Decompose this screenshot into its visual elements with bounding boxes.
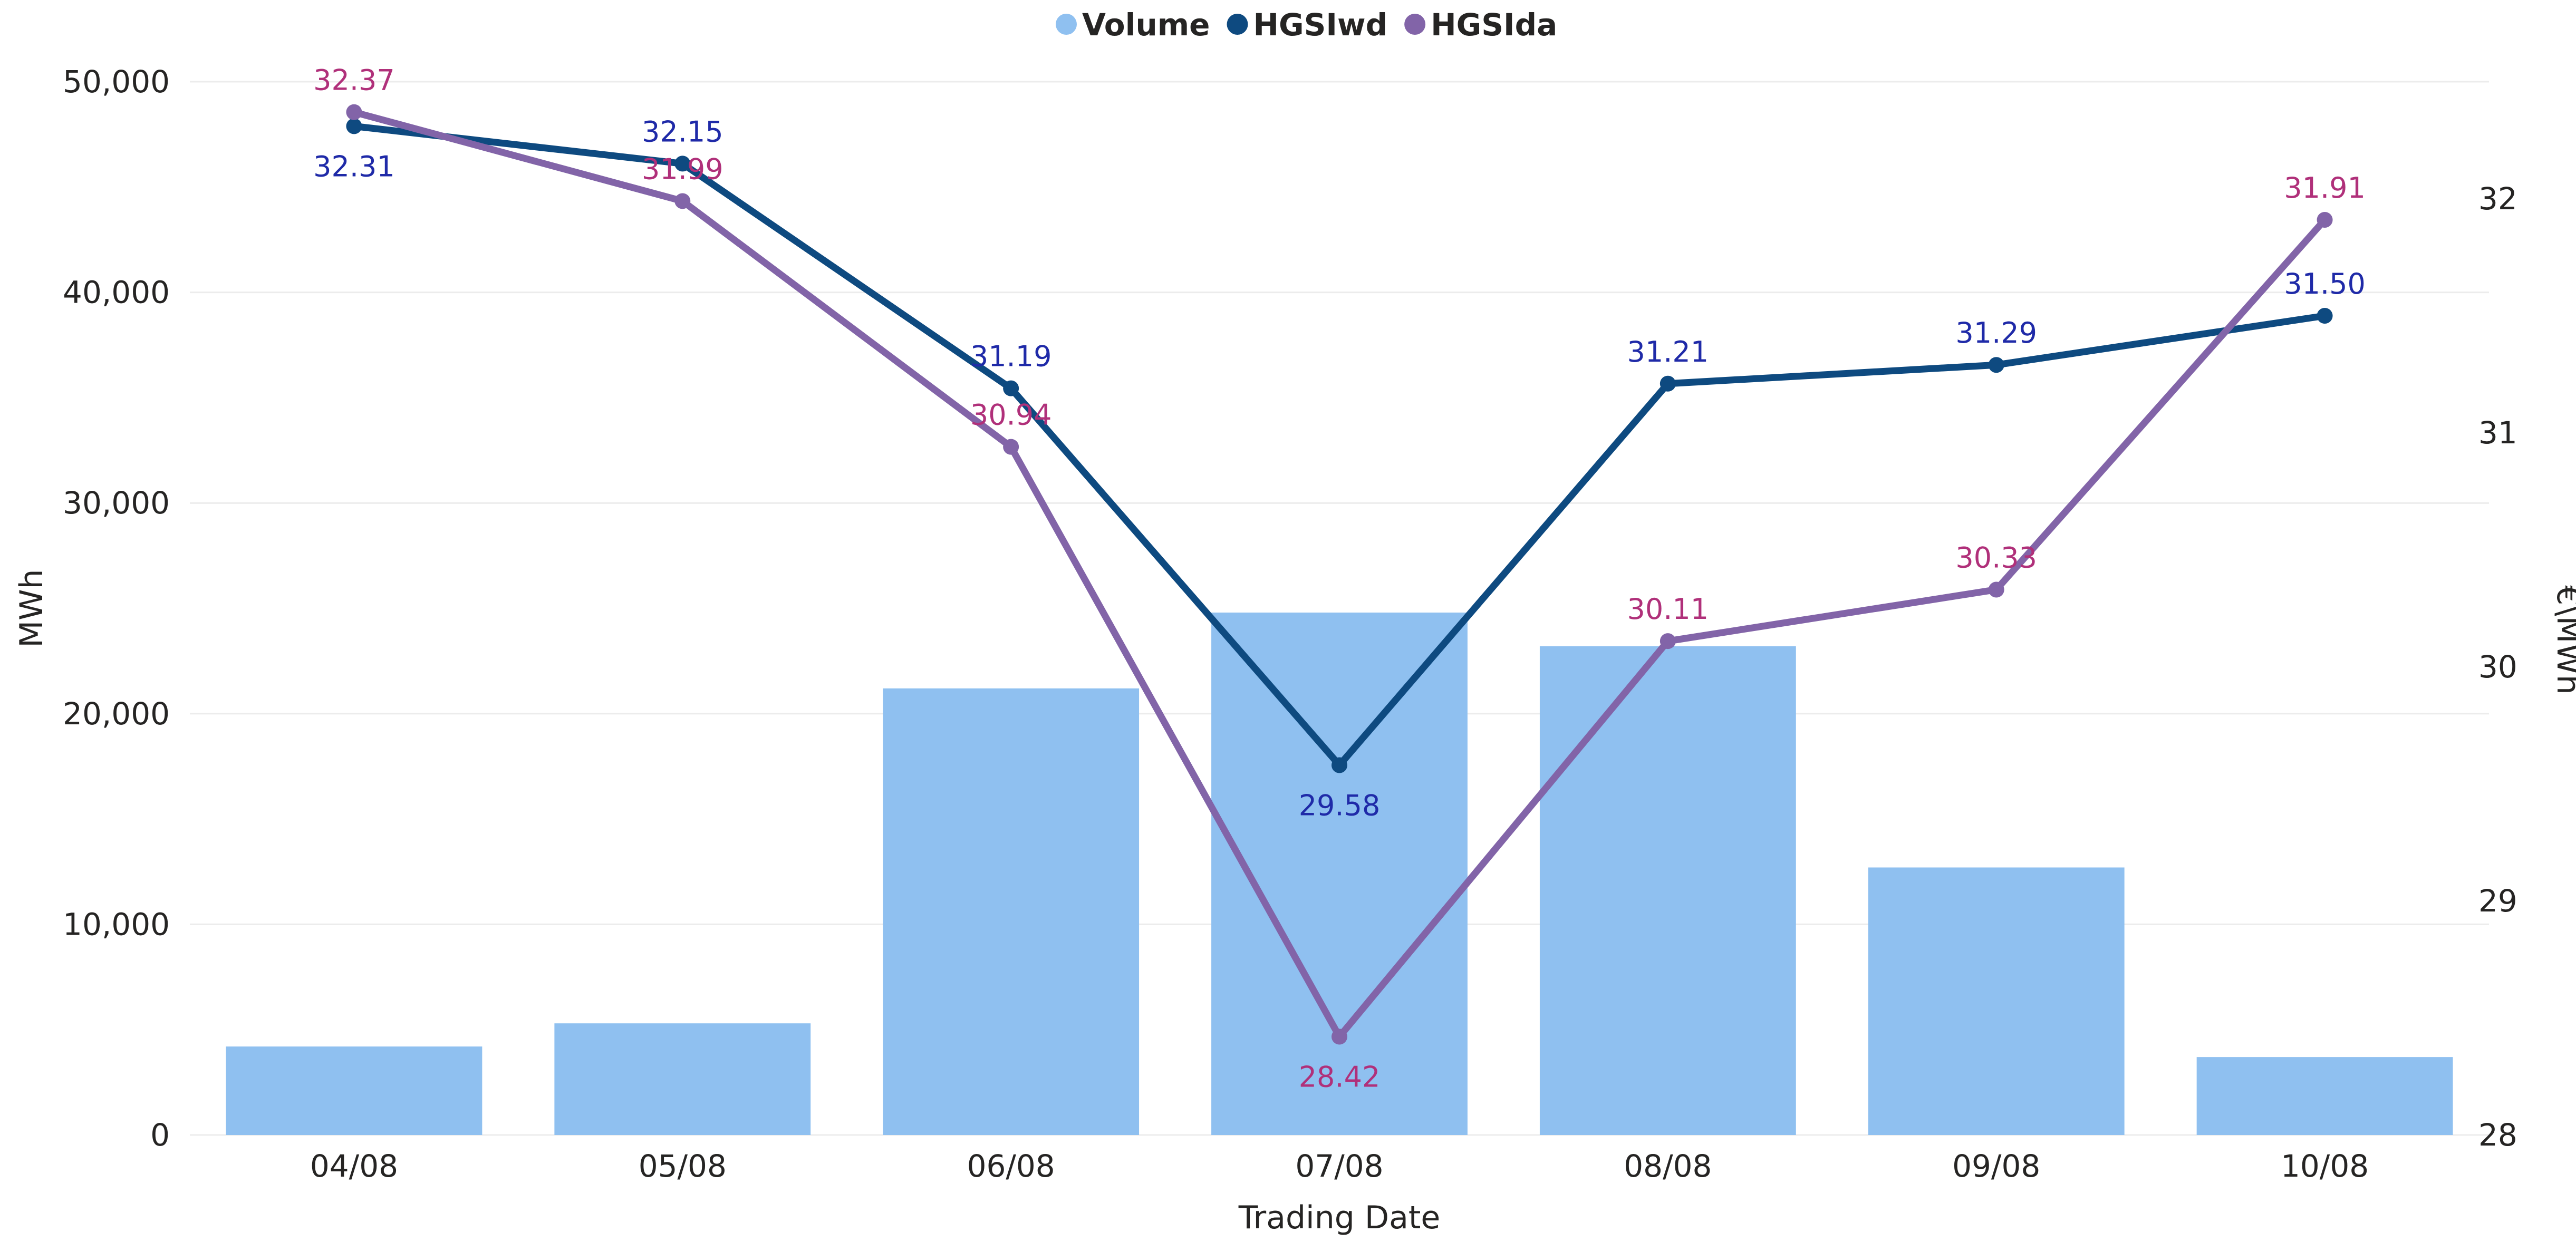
x-tick-label: 05/08: [639, 1148, 727, 1184]
y-right-tick-label: 29: [2478, 883, 2517, 919]
volume-bar: [1868, 868, 2125, 1135]
y-left-tick-label: 50,000: [63, 64, 170, 100]
legend-marker: [1404, 14, 1425, 35]
legend: Volume HGSIwd HGSIda: [1056, 7, 1557, 43]
hgsiwd-data-label: 29.58: [1299, 789, 1381, 822]
hgsida-data-label: 30.94: [970, 399, 1052, 432]
hgsida-point: [1989, 581, 2004, 597]
volume-bar: [554, 1023, 811, 1135]
hgsiwd-data-label: 31.29: [1955, 316, 2037, 350]
hgsiwd-data-label: 31.21: [1627, 335, 1709, 368]
y-left-tick-label: 40,000: [63, 275, 170, 310]
y-left-tick-label: 0: [150, 1117, 170, 1153]
volume-bars: [226, 613, 2453, 1135]
x-tick-label: 04/08: [310, 1148, 398, 1184]
hgsiwd-point: [1003, 381, 1019, 396]
volume-bar: [883, 688, 1139, 1135]
hgsida-point: [674, 193, 690, 209]
legend-marker: [1227, 14, 1248, 35]
hgsida-data-label: 32.37: [313, 64, 395, 97]
volume-bar: [1540, 646, 1796, 1135]
x-tick-label: 09/08: [1952, 1148, 2040, 1184]
y-axis-right-title: €\MWh: [2550, 585, 2576, 695]
x-tick-label: 10/08: [2281, 1148, 2369, 1184]
hgsida-point: [1332, 1029, 1347, 1045]
volume-bar: [2197, 1057, 2453, 1135]
x-tick-label: 06/08: [967, 1148, 1055, 1184]
y-left-tick-label: 30,000: [63, 485, 170, 521]
x-axis-title: Trading Date: [1238, 1199, 1441, 1236]
legend-marker: [1056, 14, 1077, 35]
hgsida-data-label: 30.11: [1627, 593, 1709, 626]
hgsida-data-label: 28.42: [1299, 1061, 1381, 1094]
hgsiwd-point: [1660, 376, 1676, 392]
y-axis-left-title: MWh: [13, 569, 50, 647]
y-left-tick-label: 20,000: [63, 696, 170, 732]
hgsiwd-data-label: 31.50: [2284, 267, 2366, 300]
hgsiwd-data-label: 32.31: [313, 150, 395, 183]
hgsida-data-label: 30.33: [1955, 541, 2037, 574]
x-tick-label: 08/08: [1624, 1148, 1712, 1184]
hgsiwd-data-label: 31.19: [970, 340, 1052, 373]
hgsiwd-point: [1989, 357, 2004, 373]
x-tick-label: 07/08: [1295, 1148, 1383, 1184]
legend-label: HGSIwd: [1253, 7, 1388, 43]
y-left-tick-label: 10,000: [63, 906, 170, 942]
hgsiwd-point: [346, 118, 362, 134]
hgsida-point: [1003, 439, 1019, 455]
y-right-tick-label: 28: [2478, 1117, 2517, 1153]
hgsida-data-label: 31.91: [2284, 171, 2366, 205]
hgsiwd-point: [1332, 757, 1347, 773]
volume-bar: [226, 1046, 483, 1135]
legend-label: Volume: [1082, 7, 1210, 43]
y-right-tick-label: 31: [2478, 415, 2517, 451]
hgsiwd-data-label: 32.15: [642, 115, 723, 148]
y-right-tick-label: 30: [2478, 649, 2517, 685]
legend-label: HGSIda: [1431, 7, 1557, 43]
hgsida-data-label: 31.99: [642, 152, 723, 186]
hgsida-point: [2317, 212, 2333, 228]
hgsida-point: [1660, 633, 1676, 649]
hgsida-point: [346, 104, 362, 120]
hgsiwd-point: [2317, 308, 2333, 324]
y-right-tick-label: 32: [2478, 181, 2517, 217]
